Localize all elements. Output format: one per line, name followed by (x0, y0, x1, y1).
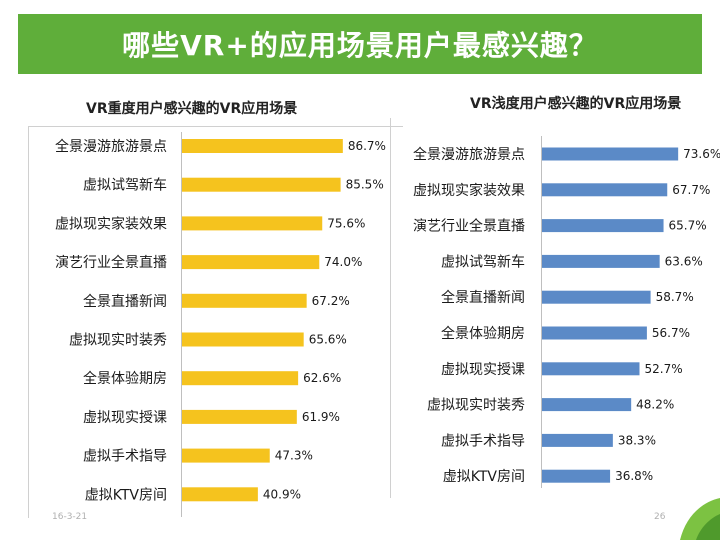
left-category-label-4: 演艺行业全景直播 (55, 254, 167, 271)
right-bar-3 (542, 219, 664, 233)
right-chart-axis (541, 136, 542, 488)
left-bar-2 (182, 177, 341, 192)
left-bar-4 (182, 255, 320, 270)
left-category-label-1: 全景漫游旅游景点 (55, 138, 167, 155)
right-bar-9 (542, 433, 613, 447)
right-value-label-8: 48.2% (636, 398, 674, 412)
right-bar-8 (542, 398, 632, 412)
right-bar-10 (542, 469, 611, 483)
right-value-label-7: 52.7% (644, 362, 682, 376)
left-value-label-3: 75.6% (327, 216, 365, 230)
left-category-label-2: 虚拟试驾新车 (83, 177, 167, 194)
right-value-label-9: 38.3% (618, 433, 656, 447)
right-bar-6 (542, 326, 647, 340)
left-chart-axis (181, 132, 182, 517)
right-value-label-5: 58.7% (656, 290, 694, 304)
left-bar-9 (182, 448, 270, 463)
left-value-label-6: 65.6% (309, 333, 347, 347)
left-value-label-7: 62.6% (303, 371, 341, 385)
right-chart-title: VR浅度用户感兴趣的VR应用场景 (470, 96, 682, 112)
right-category-label-8: 虚拟现实时装秀 (427, 398, 525, 414)
left-chart-title: VR重度用户感兴趣的VR应用场景 (86, 101, 298, 117)
left-value-label-9: 47.3% (275, 449, 313, 463)
left-value-label-8: 61.9% (302, 410, 340, 424)
left-value-label-5: 67.2% (312, 294, 350, 308)
left-chart-frame-top (28, 126, 403, 127)
right-category-label-9: 虚拟手术指导 (441, 433, 525, 449)
footer-page-number: 26 (654, 512, 666, 522)
right-category-label-7: 虚拟现实授课 (441, 362, 525, 378)
right-value-label-3: 65.7% (669, 219, 707, 233)
left-chart-frame-left (28, 126, 29, 518)
left-value-label-10: 40.9% (263, 487, 301, 501)
left-category-label-8: 虚拟现实授课 (83, 410, 167, 426)
right-category-label-2: 虚拟现实家装效果 (413, 182, 525, 199)
page-title: 哪些VR+的应用场景用户最感兴趣？ (122, 29, 598, 62)
left-bar-3 (182, 216, 323, 231)
right-category-label-3: 演艺行业全景直播 (413, 218, 525, 235)
title-bar: 哪些VR+的应用场景用户最感兴趣？ (18, 14, 702, 74)
left-category-label-6: 虚拟现实时装秀 (69, 333, 167, 349)
right-category-label-1: 全景漫游旅游景点 (413, 146, 525, 163)
right-category-label-10: 虚拟KTV房间 (443, 469, 525, 485)
right-bar-4 (542, 254, 660, 268)
left-bar-5 (182, 293, 307, 308)
left-category-label-5: 全景直播新闻 (83, 293, 167, 310)
left-bar-7 (182, 371, 299, 386)
right-value-label-6: 56.7% (652, 326, 690, 340)
left-category-label-3: 虚拟现实家装效果 (55, 215, 167, 232)
left-bar-10 (182, 487, 258, 502)
right-value-label-1: 73.6% (683, 147, 720, 161)
right-value-label-10: 36.8% (615, 469, 653, 483)
right-category-label-6: 全景体验期房 (441, 325, 525, 342)
left-bar-6 (182, 332, 304, 347)
right-chart-frame-left (390, 118, 391, 498)
left-value-label-2: 85.5% (346, 178, 384, 192)
left-bar-1 (182, 139, 343, 153)
left-category-label-10: 虚拟KTV房间 (85, 487, 167, 503)
right-category-label-4: 虚拟试驾新车 (441, 253, 525, 270)
footer-date: 16-3-21 (52, 512, 88, 522)
corner-leaf-decoration (680, 498, 720, 540)
right-category-label-5: 全景直播新闻 (441, 289, 525, 306)
right-value-label-4: 63.6% (665, 254, 703, 268)
right-bar-1 (542, 147, 679, 161)
right-bar-5 (542, 290, 651, 304)
right-value-label-2: 67.7% (672, 183, 710, 197)
left-category-label-9: 虚拟手术指导 (83, 449, 167, 465)
left-value-label-4: 74.0% (324, 255, 362, 269)
left-value-label-1: 86.7% (348, 139, 386, 153)
left-bar-8 (182, 409, 297, 424)
right-bar-2 (542, 183, 668, 197)
right-bar-7 (542, 362, 640, 376)
left-category-label-7: 全景体验期房 (83, 370, 167, 387)
